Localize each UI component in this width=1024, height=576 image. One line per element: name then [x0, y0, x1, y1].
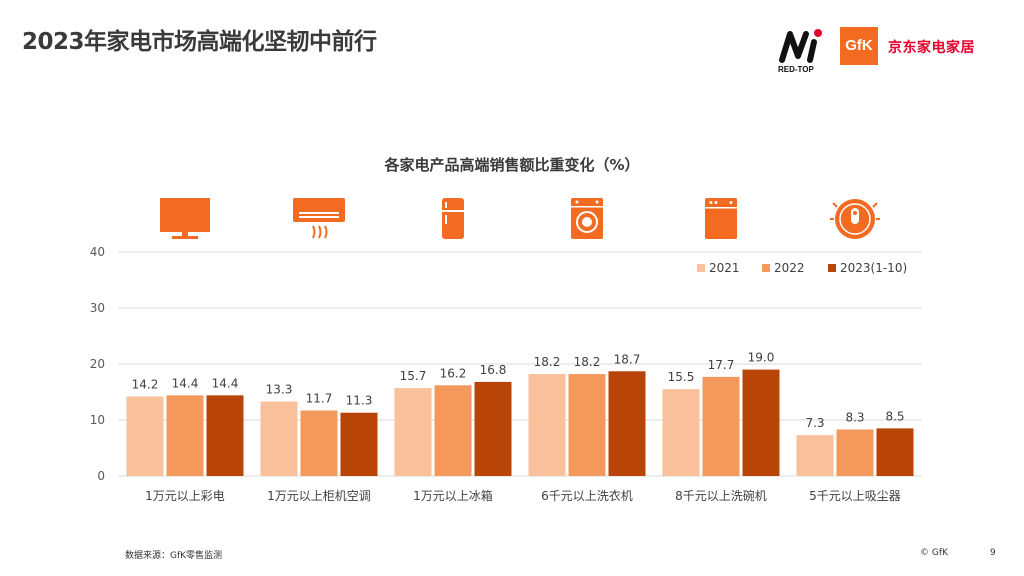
bar: [394, 388, 432, 476]
data-label: 7.3: [805, 416, 824, 430]
data-label: 13.3: [266, 383, 293, 397]
data-label: 16.2: [440, 366, 467, 380]
bar: [796, 435, 834, 476]
bar: [126, 396, 164, 476]
data-label: 18.7: [614, 352, 641, 366]
dishwasher-icon: [705, 198, 737, 239]
svg-text:RED-TOP: RED-TOP: [778, 65, 815, 74]
x-tick-label: 1万元以上冰箱: [413, 488, 493, 503]
data-label: 17.7: [708, 358, 735, 372]
bar: [836, 429, 874, 476]
data-label: 14.2: [132, 377, 159, 391]
bar: [260, 401, 298, 476]
legend-swatch: [762, 264, 770, 272]
chart-title: 各家电产品高端销售额比重变化（%）: [384, 156, 640, 174]
bar: [568, 374, 606, 476]
bar: [166, 395, 204, 476]
y-tick-label: 30: [90, 301, 105, 315]
jd-logo: 京东家电家居: [888, 40, 975, 56]
y-tick-label: 0: [97, 469, 105, 483]
page-title: 2023年家电市场高端化坚韧中前行: [22, 29, 377, 55]
x-tick-label: 5千元以上吸尘器: [809, 489, 901, 503]
x-tick-label: 1万元以上柜机空调: [267, 489, 371, 503]
bar: [434, 385, 472, 476]
data-label: 18.2: [574, 355, 601, 369]
legend-label: 2023(1-10): [840, 261, 907, 275]
copyright: © GfK: [920, 548, 948, 558]
legend-label: 2021: [709, 261, 740, 275]
y-tick-label: 20: [90, 357, 105, 371]
data-label: 19.0: [748, 351, 775, 365]
bar: [206, 395, 244, 476]
bar: [876, 428, 914, 476]
bar: [662, 389, 700, 476]
legend-swatch: [697, 264, 705, 272]
bar: [608, 371, 646, 476]
bar: [528, 374, 566, 476]
page-number: 9: [990, 548, 996, 558]
data-label: 11.3: [346, 394, 373, 408]
refrigerator-icon: [442, 198, 464, 239]
bar: [742, 369, 780, 476]
legend-swatch: [828, 264, 836, 272]
gfk-logo: GfK: [840, 27, 878, 65]
data-label: 14.4: [172, 376, 199, 390]
legend-label: 2022: [774, 261, 805, 275]
bar: [340, 412, 378, 476]
data-label: 16.8: [480, 363, 507, 377]
data-label: 15.7: [400, 369, 427, 383]
x-tick-label: 8千元以上洗碗机: [675, 488, 767, 503]
y-tick-label: 10: [90, 413, 105, 427]
y-tick-label: 40: [90, 245, 105, 259]
robot-vacuum-icon: [830, 199, 880, 239]
data-label: 11.7: [306, 391, 333, 405]
bar: [474, 381, 512, 476]
bar: [702, 376, 740, 476]
washing-machine-icon: [571, 198, 603, 239]
x-tick-label: 6千元以上洗衣机: [541, 488, 633, 503]
data-source-note: 数据来源：GfK零售监测: [125, 551, 223, 561]
data-label: 15.5: [668, 370, 695, 384]
data-label: 8.3: [845, 411, 864, 425]
x-tick-label: 1万元以上彩电: [145, 489, 225, 503]
tv-icon: [160, 198, 210, 239]
air-conditioner-icon: [293, 198, 345, 239]
data-label: 8.5: [885, 409, 904, 423]
bar: [300, 410, 338, 476]
redtop-logo: RED-TOP: [778, 29, 822, 74]
data-label: 14.4: [212, 376, 239, 390]
data-label: 18.2: [534, 355, 561, 369]
